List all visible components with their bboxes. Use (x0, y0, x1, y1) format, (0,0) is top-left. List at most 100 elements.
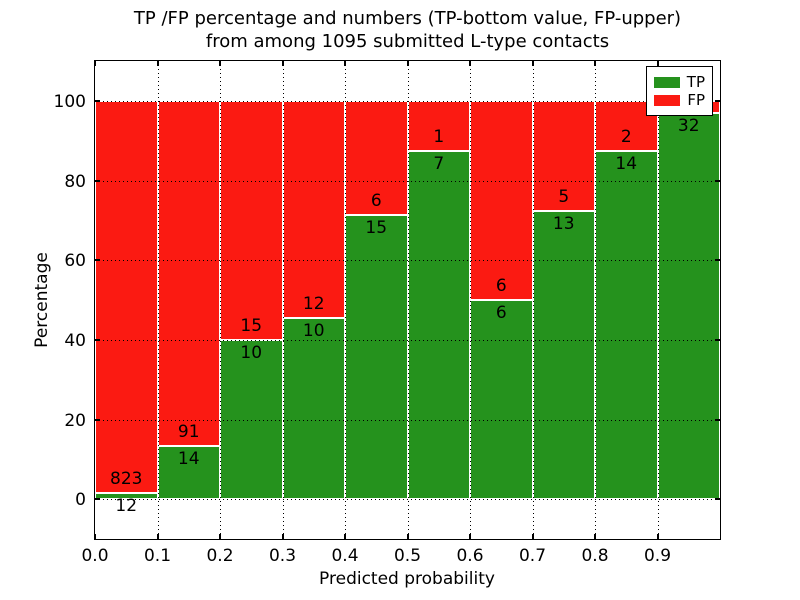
legend-label-tp: TP (686, 72, 705, 91)
x-tick-label: 0.7 (518, 546, 547, 566)
x-tick-label: 0.9 (643, 546, 672, 566)
tp-color-swatch (654, 76, 680, 88)
x-tick-mark (281, 534, 284, 539)
y-tick-mark-right (715, 418, 720, 421)
chart-title: TP /FP percentage and numbers (TP-bottom… (95, 7, 720, 53)
bar-segment-tp (220, 339, 283, 500)
x-tick-mark (156, 534, 159, 539)
x-tick-mark-top (344, 61, 346, 66)
legend-label-fp: FP (687, 90, 705, 109)
tp-count-label: 14 (615, 153, 638, 174)
x-tick-label: 0.0 (81, 546, 109, 566)
x-tick-mark (469, 534, 471, 539)
y-tick-label: 20 (64, 410, 86, 431)
tp-count-label: 7 (433, 153, 445, 174)
x-axis-label: Predicted probability (319, 569, 495, 589)
y-tick-mark-right (715, 338, 720, 341)
x-tick-mark-top (219, 61, 221, 66)
y-tick-mark-right (715, 259, 720, 262)
y-tick-mark (95, 259, 100, 262)
bar-segment-fp (157, 100, 220, 447)
y-tick-mark (95, 498, 100, 501)
bar-segment-fp (407, 100, 470, 151)
fp-count-label: 15 (240, 315, 263, 336)
bar-segment-fp (532, 100, 595, 212)
x-tick-mark-top (281, 61, 284, 66)
x-tick-label: 0.8 (581, 546, 609, 566)
gridline-vertical (345, 61, 346, 539)
fp-count-label: 2 (620, 126, 632, 147)
y-tick-mark-right (715, 99, 720, 102)
bar-segment-tp (532, 211, 595, 500)
x-tick-mark (531, 534, 534, 539)
y-tick-mark (95, 338, 100, 341)
x-tick-mark (656, 534, 659, 539)
legend: TP FP (646, 66, 713, 116)
bar-segment-fp (470, 100, 533, 300)
x-tick-label: 0.6 (456, 546, 484, 566)
x-tick-label: 0.4 (331, 546, 359, 566)
x-tick-mark-top (656, 61, 659, 66)
x-tick-mark (344, 534, 346, 539)
tp-count-label: 12 (115, 496, 138, 517)
tp-count-label: 15 (365, 217, 388, 238)
x-tick-mark (219, 534, 221, 539)
fp-color-swatch (654, 94, 681, 106)
gridline-vertical (157, 61, 159, 539)
x-tick-label: 0.2 (206, 546, 234, 566)
y-tick-label: 0 (75, 490, 86, 511)
fp-count-label: 5 (558, 187, 570, 208)
y-tick-mark (95, 179, 100, 182)
bar-segment-tp (345, 214, 408, 500)
x-tick-mark-top (469, 61, 471, 66)
y-tick-mark (95, 418, 100, 421)
plot-area: 128231491101510121567166135142321 TP FP (94, 60, 721, 540)
bar-segment-tp (95, 493, 158, 500)
y-tick-mark (95, 99, 100, 102)
legend-item-tp: TP (654, 74, 705, 90)
bar-segment-tp (595, 150, 658, 500)
bar-segment-tp (470, 300, 533, 500)
bar-segment-fp (345, 100, 408, 215)
fp-count-label: 6 (370, 190, 382, 211)
bar-segment-fp (220, 100, 283, 340)
x-tick-mark-top (156, 61, 159, 66)
gridline-vertical (595, 61, 596, 539)
bar-segment-tp (282, 318, 345, 500)
x-tick-mark (594, 534, 596, 539)
gridline-vertical (532, 61, 534, 539)
gridline-vertical (657, 61, 659, 539)
y-tick-label: 40 (64, 330, 86, 351)
y-tick-label: 60 (64, 251, 86, 272)
x-tick-mark-top (594, 61, 596, 66)
gridline-vertical (470, 61, 471, 539)
y-tick-label: 100 (53, 91, 86, 112)
x-tick-mark (94, 534, 96, 539)
tp-count-label: 32 (677, 115, 700, 136)
fp-count-label: 91 (177, 422, 200, 443)
x-tick-label: 0.5 (393, 546, 422, 566)
tp-count-label: 13 (552, 214, 575, 235)
bar-segment-fp (95, 100, 158, 494)
x-tick-mark-top (94, 61, 96, 66)
x-tick-label: 0.3 (268, 546, 297, 566)
bar-segment-fp (282, 100, 345, 319)
legend-item-fp: FP (654, 92, 705, 108)
tp-count-label: 10 (240, 342, 263, 363)
tp-count-label: 14 (177, 449, 200, 470)
y-tick-label: 80 (64, 171, 86, 192)
x-tick-mark-top (531, 61, 534, 66)
fp-count-label: 1 (433, 126, 445, 147)
fp-count-label: 6 (495, 276, 507, 296)
tp-count-label: 6 (495, 303, 507, 323)
y-tick-mark-right (715, 179, 720, 182)
bar-segment-tp (407, 150, 470, 500)
x-tick-label: 0.1 (143, 546, 172, 566)
x-tick-mark (406, 534, 409, 539)
tp-count-label: 10 (302, 321, 325, 342)
gridline-vertical (407, 61, 409, 539)
bar-segment-tp (657, 112, 720, 500)
y-tick-mark-right (715, 498, 720, 501)
gridline-vertical (220, 61, 221, 539)
chart-title-line1: TP /FP percentage and numbers (TP-bottom… (133, 8, 682, 29)
